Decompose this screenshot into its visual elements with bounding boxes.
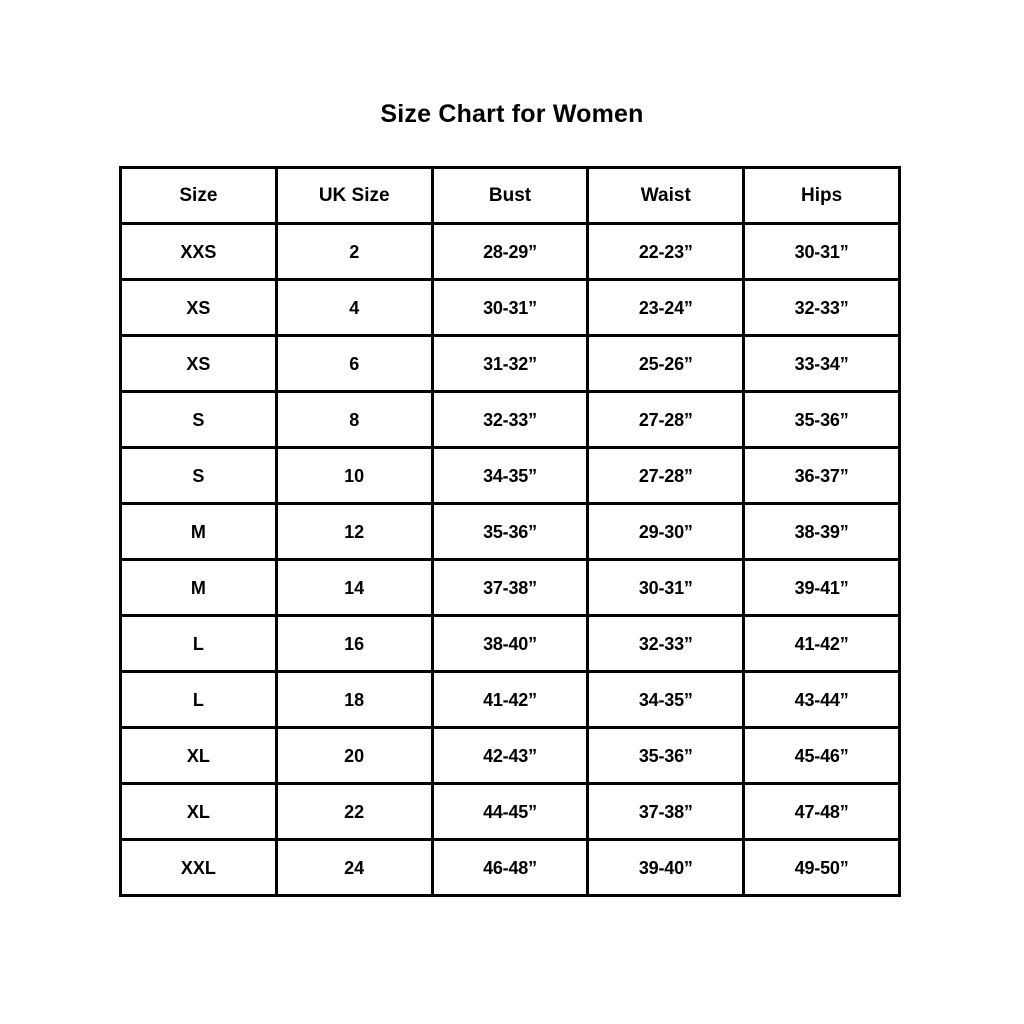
cell-hips: 33-34” (742, 334, 901, 393)
cell-size: L (119, 670, 278, 729)
table-row: L 16 38-40” 32-33” 41-42” (119, 614, 901, 673)
cell-bust: 37-38” (430, 558, 590, 617)
cell-hips: 32-33” (742, 278, 901, 337)
cell-size: XL (119, 726, 278, 785)
cell-size: XS (119, 278, 278, 337)
cell-uk-size: 20 (274, 726, 434, 785)
table-row: M 12 35-36” 29-30” 38-39” (119, 502, 901, 561)
table-row: M 14 37-38” 30-31” 39-41” (119, 558, 901, 617)
column-header-uk-size: UK Size (274, 166, 434, 225)
cell-hips: 39-41” (742, 558, 901, 617)
table-row: XS 4 30-31” 23-24” 32-33” (119, 278, 901, 337)
cell-bust: 34-35” (430, 446, 590, 505)
table-row: XXL 24 46-48” 39-40” 49-50” (119, 838, 901, 897)
page-title: Size Chart for Women (380, 100, 644, 128)
table-row: XS 6 31-32” 25-26” 33-34” (119, 334, 901, 393)
table-row: S 8 32-33” 27-28” 35-36” (119, 390, 901, 449)
cell-bust: 46-48” (430, 838, 590, 897)
cell-size: XXS (119, 222, 278, 281)
cell-waist: 37-38” (586, 782, 746, 841)
cell-bust: 32-33” (430, 390, 590, 449)
cell-size: S (119, 446, 278, 505)
cell-bust: 28-29” (430, 222, 590, 281)
cell-uk-size: 12 (274, 502, 434, 561)
cell-uk-size: 22 (274, 782, 434, 841)
column-header-size: Size (119, 166, 278, 225)
column-header-bust: Bust (430, 166, 590, 225)
cell-waist: 35-36” (586, 726, 746, 785)
cell-hips: 38-39” (742, 502, 901, 561)
size-chart-table: Size UK Size Bust Waist Hips XXS 2 28-29… (119, 166, 901, 897)
cell-size: XS (119, 334, 278, 393)
cell-waist: 34-35” (586, 670, 746, 729)
cell-waist: 22-23” (586, 222, 746, 281)
cell-size: XXL (119, 838, 278, 897)
cell-uk-size: 16 (274, 614, 434, 673)
cell-bust: 38-40” (430, 614, 590, 673)
cell-waist: 27-28” (586, 446, 746, 505)
cell-uk-size: 14 (274, 558, 434, 617)
cell-waist: 30-31” (586, 558, 746, 617)
cell-waist: 39-40” (586, 838, 746, 897)
cell-waist: 29-30” (586, 502, 746, 561)
cell-uk-size: 6 (274, 334, 434, 393)
table-header-row: Size UK Size Bust Waist Hips (119, 166, 901, 225)
table-row: S 10 34-35” 27-28” 36-37” (119, 446, 901, 505)
column-header-waist: Waist (586, 166, 746, 225)
cell-bust: 42-43” (430, 726, 590, 785)
size-table-container: Size UK Size Bust Waist Hips XXS 2 28-29… (119, 166, 901, 897)
table-row: XL 22 44-45” 37-38” 47-48” (119, 782, 901, 841)
cell-hips: 41-42” (742, 614, 901, 673)
cell-uk-size: 4 (274, 278, 434, 337)
cell-waist: 25-26” (586, 334, 746, 393)
cell-uk-size: 10 (274, 446, 434, 505)
cell-size: M (119, 502, 278, 561)
cell-hips: 47-48” (742, 782, 901, 841)
table-row: XL 20 42-43” 35-36” 45-46” (119, 726, 901, 785)
cell-waist: 23-24” (586, 278, 746, 337)
cell-hips: 36-37” (742, 446, 901, 505)
cell-bust: 35-36” (430, 502, 590, 561)
cell-size: M (119, 558, 278, 617)
cell-bust: 31-32” (430, 334, 590, 393)
cell-size: S (119, 390, 278, 449)
cell-waist: 32-33” (586, 614, 746, 673)
cell-size: XL (119, 782, 278, 841)
cell-bust: 30-31” (430, 278, 590, 337)
cell-uk-size: 2 (274, 222, 434, 281)
cell-uk-size: 24 (274, 838, 434, 897)
cell-hips: 49-50” (742, 838, 901, 897)
cell-size: L (119, 614, 278, 673)
cell-hips: 30-31” (742, 222, 901, 281)
column-header-hips: Hips (742, 166, 901, 225)
cell-waist: 27-28” (586, 390, 746, 449)
cell-hips: 45-46” (742, 726, 901, 785)
cell-uk-size: 18 (274, 670, 434, 729)
cell-bust: 41-42” (430, 670, 590, 729)
cell-hips: 43-44” (742, 670, 901, 729)
table-row: XXS 2 28-29” 22-23” 30-31” (119, 222, 901, 281)
table-row: L 18 41-42” 34-35” 43-44” (119, 670, 901, 729)
cell-bust: 44-45” (430, 782, 590, 841)
cell-uk-size: 8 (274, 390, 434, 449)
cell-hips: 35-36” (742, 390, 901, 449)
